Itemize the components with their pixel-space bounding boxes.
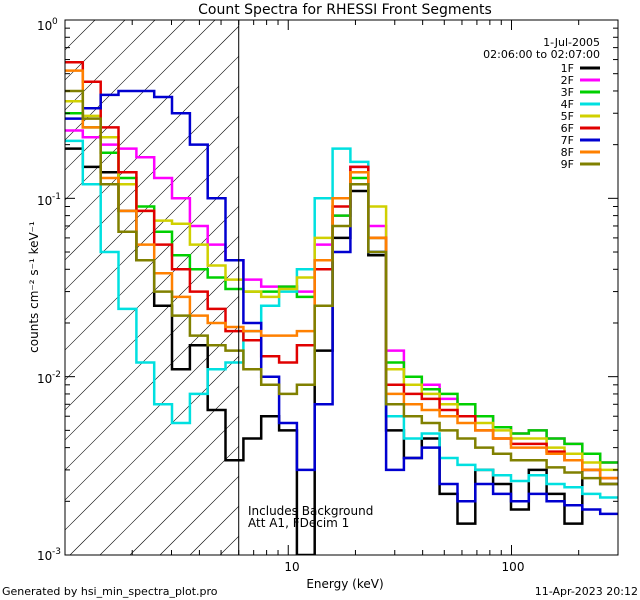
spectra-series-group: [65, 60, 618, 555]
axis-ticks: [64, 19, 619, 556]
y-axis-label: counts cm⁻² s⁻¹ keV⁻¹: [27, 221, 41, 353]
hatch-line: [65, 20, 306, 261]
series-9F-line: [65, 89, 618, 486]
hatch-line: [65, 20, 156, 111]
y-tick-label-1e-2: 10 -2: [37, 370, 61, 386]
legend-label-2F: 2F: [561, 74, 574, 87]
hatched-background-region: [65, 20, 618, 555]
annotation-background: Includes Background: [248, 504, 373, 518]
legend-label-7F: 7F: [561, 134, 574, 147]
svg-text:0: 0: [52, 17, 58, 27]
series-4F-line: [65, 139, 618, 499]
y-tick-label-1e0: 10 0: [37, 17, 58, 33]
svg-text:-3: -3: [52, 547, 61, 557]
series-1F-line: [65, 147, 618, 555]
legend-label-8F: 8F: [561, 146, 574, 159]
y-tick-label-1e-1: 10 -1: [37, 192, 61, 208]
svg-text:10: 10: [37, 372, 52, 386]
svg-text:10: 10: [37, 19, 52, 33]
legend-date: 1-Jul-2005: [543, 36, 600, 49]
svg-text:-1: -1: [52, 192, 61, 202]
hatch-line: [65, 20, 126, 81]
hatch-line: [65, 20, 216, 171]
svg-text:10: 10: [37, 549, 52, 563]
plot-frame: [64, 19, 619, 556]
chart-title: Count Spectra for RHESSI Front Segments: [198, 2, 492, 18]
svg-text:-2: -2: [52, 370, 61, 380]
legend-label-6F: 6F: [561, 122, 574, 135]
x-tick-label-10: 10: [284, 560, 299, 574]
hatch-line: [65, 20, 276, 231]
y-tick-label-1e-3: 10 -3: [37, 547, 61, 563]
hatch-line: [65, 20, 246, 201]
legend-label-1F: 1F: [561, 62, 574, 75]
legend-time-range: 02:06:00 to 02:07:00: [483, 48, 600, 61]
legend-label-3F: 3F: [561, 86, 574, 99]
footer-generator: Generated by hsi_min_spectra_plot.pro: [2, 585, 218, 598]
svg-text:10: 10: [37, 194, 52, 208]
legend-label-9F: 9F: [561, 158, 574, 171]
legend-label-4F: 4F: [561, 98, 574, 111]
x-tick-label-100: 100: [502, 560, 525, 574]
hatch-mask: [238, 20, 618, 555]
x-axis-label: Energy (keV): [306, 577, 383, 591]
footer-timestamp: 11-Apr-2023 20:12: [535, 585, 638, 598]
annotation-attenuator: Att A1, FDecim 1: [248, 516, 349, 530]
series-7F-line: [65, 89, 618, 516]
legend-label-5F: 5F: [561, 110, 574, 123]
